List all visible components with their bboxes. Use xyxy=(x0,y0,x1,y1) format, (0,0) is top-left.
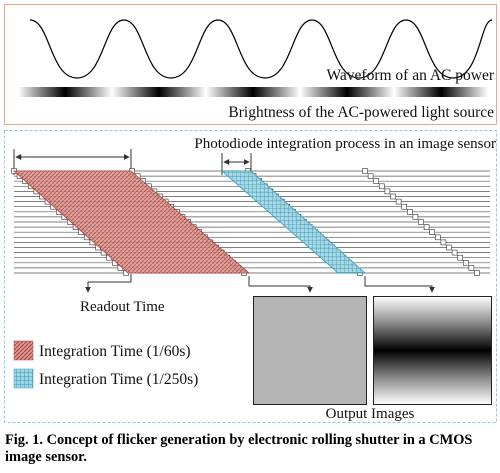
figure-caption: Fig. 1. Concept of flicker generation by… xyxy=(5,432,473,465)
readout-label: Readout Time xyxy=(80,299,165,315)
top-panel-frame xyxy=(4,4,497,125)
readout-marker xyxy=(367,173,374,179)
readout-marker xyxy=(434,234,441,241)
readout-marker xyxy=(451,249,458,256)
readout-marker xyxy=(401,203,408,210)
readout-marker xyxy=(395,198,402,205)
readout-marker xyxy=(474,270,480,276)
readout-marker xyxy=(362,168,368,174)
output-image-uniform xyxy=(253,296,367,405)
readout-marker xyxy=(423,224,430,230)
readout-marker xyxy=(440,239,447,246)
legend-swatch-60 xyxy=(13,340,34,361)
output-arrow-2 xyxy=(364,276,435,293)
bottom-panel-frame xyxy=(4,130,497,423)
readout-marker xyxy=(446,244,452,251)
readout-marker xyxy=(384,188,391,195)
waveform-label: Waveform of an AC power xyxy=(327,67,495,84)
readout-marker xyxy=(418,219,424,225)
readout-marker xyxy=(406,209,413,215)
legend-swatch-250 xyxy=(13,368,34,389)
readout-marker xyxy=(429,229,436,235)
readout-marker xyxy=(390,193,396,200)
readout-marker xyxy=(412,214,419,220)
legend: Integration Time (1/60s) Integration Tim… xyxy=(13,340,198,389)
brightness-label: Brightness of the AC-powered light sourc… xyxy=(228,104,494,121)
readout-marker xyxy=(373,178,380,184)
legend-label-250: Integration Time (1/250s) xyxy=(39,371,198,388)
readout-marker xyxy=(457,254,464,261)
legend-label-60: Integration Time (1/60s) xyxy=(39,343,191,360)
readout-bracket xyxy=(88,278,132,283)
output-image-flicker xyxy=(373,296,492,405)
output-label: Output Images xyxy=(326,406,415,422)
integration-60-region xyxy=(12,170,251,274)
integration-250-region xyxy=(220,170,367,274)
output-arrow-1 xyxy=(248,276,313,293)
integration-title: Photodiode integration process in an ima… xyxy=(194,136,496,152)
readout-marker xyxy=(378,183,385,190)
readout-marker xyxy=(462,259,469,266)
ac-waveform xyxy=(29,19,493,79)
brightness-band xyxy=(18,87,488,97)
readout-marker xyxy=(468,265,475,271)
